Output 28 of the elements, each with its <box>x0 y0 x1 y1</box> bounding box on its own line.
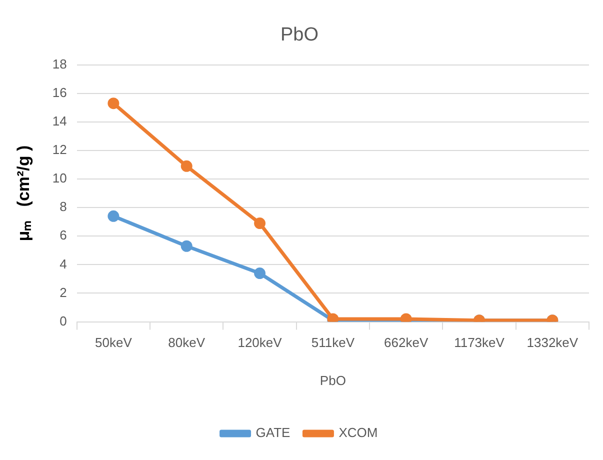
chart-title: PbO <box>280 24 319 46</box>
x-tick-label: 50keV <box>95 335 132 350</box>
x-tick-label: 511keV <box>311 335 355 350</box>
point <box>108 98 120 110</box>
y-tick-label: 14 <box>52 113 67 128</box>
x-tick-label: 662keV <box>384 335 428 350</box>
y-tick-label: 10 <box>52 170 67 186</box>
y-tick-label: 8 <box>60 199 67 214</box>
x-tick-label: 1332keV <box>526 335 578 350</box>
legend-label: GATE <box>256 425 291 440</box>
x-axis-title: PbO <box>320 372 346 388</box>
point <box>180 240 192 252</box>
legend-label: XCOM <box>338 425 378 440</box>
y-axis-title: μₘ (cm²/g ) <box>14 145 33 242</box>
y-tick-label: 16 <box>52 84 67 100</box>
point <box>254 218 266 230</box>
point <box>254 268 266 280</box>
y-tick-label: 18 <box>52 56 67 72</box>
x-tick-label: 80keV <box>168 335 206 350</box>
y-tick-label: 0 <box>60 313 67 328</box>
y-tick-label: 12 <box>52 142 67 158</box>
point <box>108 210 120 222</box>
x-tick-label: 120keV <box>238 335 282 350</box>
x-tick-label: 1173keV <box>454 335 505 350</box>
y-tick-label: 4 <box>60 256 67 272</box>
point <box>180 160 192 172</box>
y-tick-label: 6 <box>60 228 67 243</box>
y-tick-label: 2 <box>60 284 67 300</box>
